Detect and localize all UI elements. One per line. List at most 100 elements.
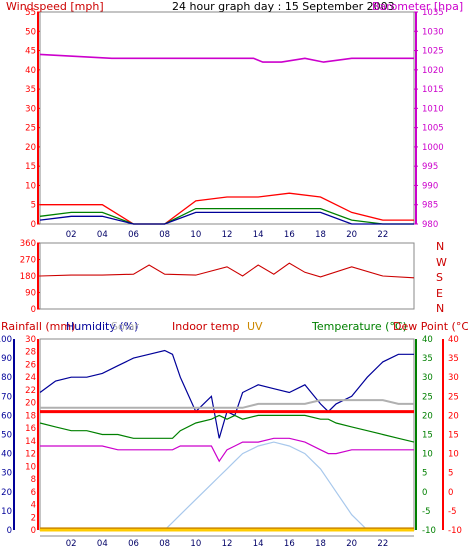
direction-ytick-0: 0 [31, 305, 36, 315]
direction-plot-frame [39, 242, 415, 310]
direction-label-s: S [436, 271, 443, 284]
direction-label-w: W [436, 256, 447, 269]
temperature-ytick--5: -5 [422, 507, 430, 517]
wind-ytick-0: 0 [31, 220, 36, 230]
barometer-ytick-990: 990 [422, 181, 438, 191]
temperature-ytick-0: 0 [422, 488, 427, 498]
climate-tick-10: 10 [190, 539, 201, 549]
humidity-ytick-30: 30 [1, 469, 12, 479]
wind-tick-12: 12 [222, 230, 233, 240]
dewpoint-ytick-15: 15 [448, 431, 459, 441]
humidity-ytick-20: 20 [1, 488, 12, 498]
humidity-ytick-40: 40 [1, 450, 12, 460]
climate-tick-04: 04 [97, 539, 108, 549]
rainfall-ytick-6: 6 [31, 488, 36, 498]
temperature-ytick--10: -10 [422, 526, 436, 536]
climate-tick-02: 02 [66, 539, 77, 549]
wind-line-blue [39, 211, 414, 225]
climate-tick-16: 16 [284, 539, 295, 549]
barometer-ytick-980: 980 [422, 220, 438, 230]
wind-ytick-10: 10 [25, 181, 36, 191]
barometer-title: Barometer [hpa] [372, 0, 463, 13]
rainfall-ytick-20: 20 [25, 399, 36, 409]
direction-label-n-top: N [436, 240, 444, 253]
wind-tick-06: 06 [128, 230, 139, 240]
wind-plot-frame [39, 11, 415, 225]
wind-line-red [40, 192, 414, 225]
humidity-ytick-10: 10 [1, 507, 12, 517]
temperature-ytick-35: 35 [422, 354, 433, 364]
climate-tick-14: 14 [253, 539, 264, 549]
climate-tick-22: 22 [377, 539, 388, 549]
climate-tick-08: 08 [159, 539, 170, 549]
wind-ytick-35: 35 [25, 85, 36, 95]
rainfall-ytick-24: 24 [25, 373, 36, 383]
wind-tick-16: 16 [284, 230, 295, 240]
wind-tick-04: 04 [97, 230, 108, 240]
wind-tick-22: 22 [377, 230, 388, 240]
direction-line-0 [39, 262, 415, 279]
climate-line-magenta [40, 437, 414, 463]
direction-label-n-bottom: N [436, 302, 444, 315]
humidity-ytick-90: 90 [1, 354, 12, 364]
climate-line-green [39, 414, 415, 443]
rainfall-ytick-8: 8 [31, 475, 36, 485]
wind-tick-18: 18 [315, 230, 326, 240]
wind-tick-20: 20 [346, 230, 357, 240]
barometer-line-0 [39, 53, 414, 63]
barometer-ytick-985: 985 [422, 201, 438, 211]
direction-ytick-180: 180 [20, 272, 36, 282]
wind-ytick-20: 20 [25, 143, 36, 153]
rainfall-ytick-18: 18 [25, 411, 36, 421]
rainfall-label: Rainfall (mm) [1, 320, 75, 333]
wind-tick-02: 02 [66, 230, 77, 240]
barometer-ytick-1030: 1030 [422, 27, 444, 37]
solar-label: Solar [111, 320, 140, 333]
temperature-ytick-30: 30 [422, 373, 433, 383]
temperature-ytick-15: 15 [422, 431, 433, 441]
rainfall-ytick-26: 26 [25, 360, 36, 370]
windspeed-title: Windspeed [mph] [6, 0, 104, 13]
climate-tick-06: 06 [128, 539, 139, 549]
dewpoint-ytick-20: 20 [448, 411, 459, 421]
indoor-temp-label: Indoor temp [172, 320, 239, 333]
dewpoint-ytick-0: 0 [448, 488, 453, 498]
temperature-ytick-5: 5 [422, 469, 427, 479]
barometer-ytick-1005: 1005 [422, 124, 444, 134]
humidity-label: Humidity (%) [66, 320, 138, 333]
humidity-ytick-0: 0 [7, 526, 12, 536]
chart-layer: 0510152025303540455055980985990995100010… [0, 8, 462, 549]
wind-ytick-5: 5 [31, 201, 36, 211]
dewpoint-ytick--10: -10 [448, 526, 462, 536]
wind-ytick-30: 30 [25, 104, 36, 114]
barometer-ytick-995: 995 [422, 162, 438, 172]
wind-ytick-15: 15 [25, 162, 36, 172]
dewpoint-ytick-25: 25 [448, 392, 459, 402]
temperature-ytick-25: 25 [422, 392, 433, 402]
barometer-ytick-1020: 1020 [422, 66, 444, 76]
wind-line-green [39, 207, 414, 225]
wind-tick-08: 08 [159, 230, 170, 240]
humidity-ytick-70: 70 [1, 392, 12, 402]
dewpoint-ytick--5: -5 [448, 507, 456, 517]
chart-title: 24 hour graph day : 15 September 2003 [172, 0, 395, 13]
climate-line-gray [40, 399, 414, 409]
climate-tick-20: 20 [346, 539, 357, 549]
rainfall-ytick-30: 30 [25, 335, 36, 345]
barometer-ytick-1035: 1035 [422, 8, 444, 18]
wind-ytick-45: 45 [25, 47, 36, 57]
rainfall-ytick-14: 14 [25, 437, 36, 447]
temperature-ytick-40: 40 [422, 335, 433, 345]
wind-ytick-50: 50 [25, 27, 36, 37]
temperature-label: Temperature (°C) [311, 320, 407, 333]
rainfall-ytick-2: 2 [31, 513, 36, 523]
humidity-ytick-50: 50 [1, 431, 12, 441]
direction-ytick-360: 360 [20, 239, 36, 249]
barometer-ytick-1000: 1000 [422, 143, 444, 153]
rainfall-ytick-22: 22 [25, 386, 36, 396]
rainfall-ytick-16: 16 [25, 424, 36, 434]
rainfall-ytick-12: 12 [25, 450, 36, 460]
barometer-ytick-1015: 1015 [422, 85, 444, 95]
dewpoint-ytick-35: 35 [448, 354, 459, 364]
